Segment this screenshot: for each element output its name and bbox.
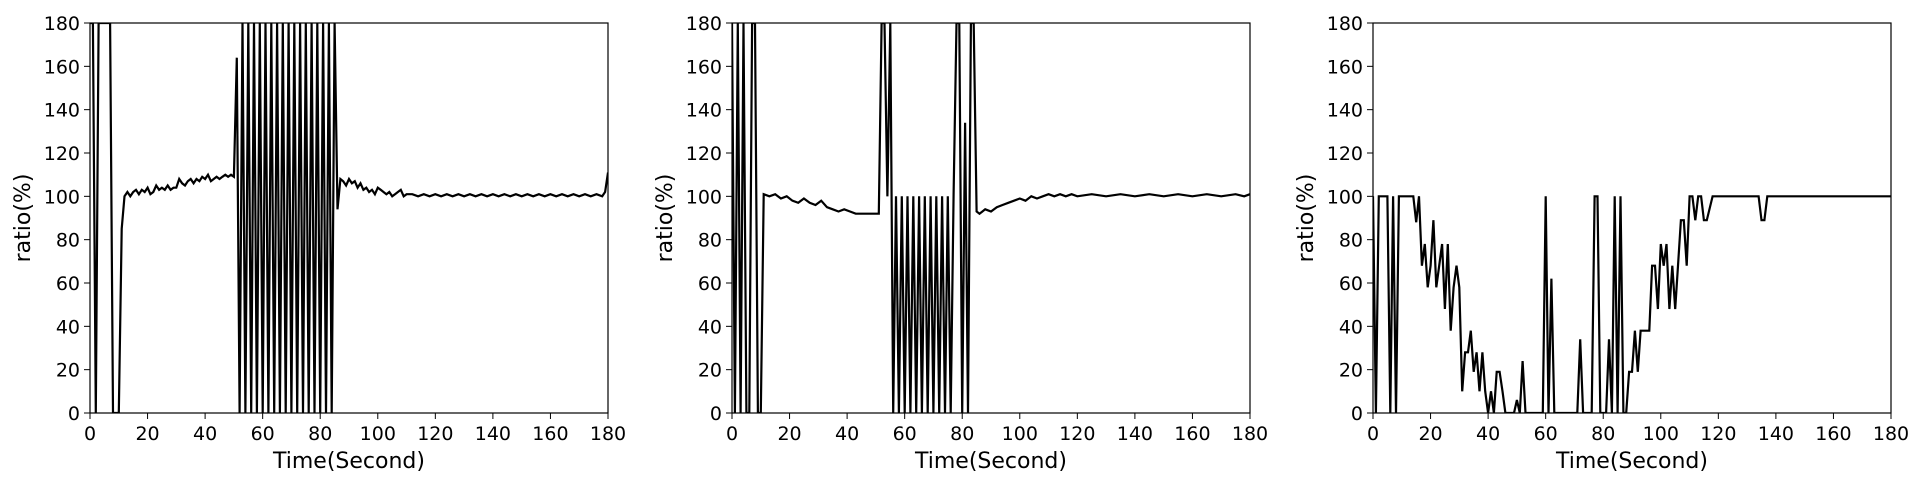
x-axis-label: Time(Second) [272, 449, 425, 474]
y-tick-label: 160 [686, 56, 722, 78]
y-tick-label: 80 [1339, 230, 1363, 252]
x-tick-label: 140 [475, 423, 511, 445]
x-tick-label: 100 [1643, 423, 1679, 445]
chart-2: 0 20 40 60 80 100 120 140 160 180 0 20 40 60 80 100 120 1… [653, 13, 1268, 474]
y-axis-label: ratio(%) [653, 174, 678, 263]
x-tick-label: 180 [1873, 423, 1909, 445]
y-tick-label: 120 [686, 143, 722, 165]
y-tick-label: 140 [1327, 100, 1363, 122]
y-tick-label: 180 [1327, 13, 1363, 35]
y-axis-label: ratio(%) [1294, 174, 1319, 263]
x-tick-label: 20 [1418, 423, 1442, 445]
y-tick-label: 20 [1339, 360, 1363, 382]
x-axis-label: Time(Second) [1555, 449, 1708, 474]
x-tick-label: 120 [417, 423, 453, 445]
x-tick-label: 180 [1232, 423, 1268, 445]
y-tick-label: 40 [1339, 316, 1363, 338]
x-tick-label: 100 [1002, 423, 1038, 445]
y-tick-label: 140 [44, 100, 80, 122]
y-tick-label: 60 [698, 273, 722, 295]
x-tick-label: 80 [950, 423, 974, 445]
x-axis-label: Time(Second) [914, 449, 1067, 474]
chart-1: 0 20 40 60 80 100 120 140 160 180 0 20 40 60 80 100 120 1… [11, 13, 626, 474]
x-tick-label: 20 [777, 423, 801, 445]
plot-frame [1372, 22, 1892, 414]
chart-3: 0 20 40 60 80 100 120 140 160 180 0 20 40 60 80 100 120 1… [1294, 13, 1909, 474]
x-tick-label: 60 [251, 423, 275, 445]
x-tick-label: 140 [1758, 423, 1794, 445]
y-tick-label: 160 [44, 56, 80, 78]
x-tick-label: 120 [1700, 423, 1736, 445]
x-tick-label: 0 [84, 423, 96, 445]
y-tick-label: 80 [698, 230, 722, 252]
y-tick-label: 20 [698, 360, 722, 382]
x-tick-label: 60 [1534, 423, 1558, 445]
y-tick-label: 60 [56, 273, 80, 295]
x-tick-label: 120 [1059, 423, 1095, 445]
y-tick-label: 100 [1327, 186, 1363, 208]
y-tick-label: 100 [44, 186, 80, 208]
y-tick-label: 0 [68, 403, 80, 425]
x-tick-label: 140 [1117, 423, 1153, 445]
y-tick-label: 180 [44, 13, 80, 35]
x-tick-label: 100 [360, 423, 396, 445]
series-line-1 [1373, 195, 1891, 413]
y-tick-label: 40 [698, 316, 722, 338]
y-tick-label: 120 [44, 143, 80, 165]
series-line-1 [732, 23, 1250, 413]
y-tick-label: 80 [56, 230, 80, 252]
x-tick-label: 80 [308, 423, 332, 445]
y-tick-label: 40 [56, 316, 80, 338]
y-tick-label: 0 [710, 403, 722, 425]
x-tick-label: 80 [1591, 423, 1615, 445]
y-tick-label: 0 [1351, 403, 1363, 425]
plot-frame [731, 22, 1251, 414]
y-tick-label: 180 [686, 13, 722, 35]
y-tick-label: 60 [1339, 273, 1363, 295]
x-tick-label: 40 [193, 423, 217, 445]
x-tick-label: 20 [135, 423, 159, 445]
y-tick-label: 20 [56, 360, 80, 382]
series-line-1 [90, 23, 608, 413]
y-tick-label: 120 [1327, 143, 1363, 165]
y-tick-label: 100 [686, 186, 722, 208]
y-tick-label: 160 [1327, 56, 1363, 78]
plot-frame [89, 22, 609, 414]
x-tick-label: 160 [532, 423, 568, 445]
y-tick-label: 140 [686, 100, 722, 122]
y-axis-label: ratio(%) [11, 174, 36, 263]
x-tick-label: 60 [893, 423, 917, 445]
x-tick-label: 160 [1815, 423, 1851, 445]
x-tick-label: 160 [1174, 423, 1210, 445]
x-tick-label: 0 [726, 423, 738, 445]
x-tick-label: 40 [1476, 423, 1500, 445]
x-tick-label: 0 [1367, 423, 1379, 445]
x-tick-label: 180 [590, 423, 626, 445]
x-tick-label: 40 [835, 423, 859, 445]
